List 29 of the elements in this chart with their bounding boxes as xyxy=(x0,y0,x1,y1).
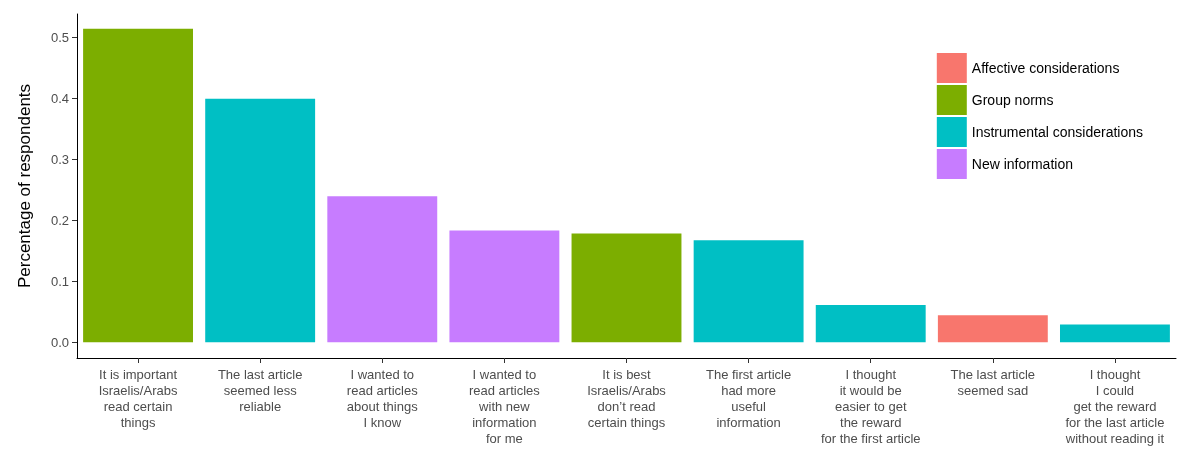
y-tick-label: 0.3 xyxy=(50,151,69,167)
bar xyxy=(327,196,438,343)
x-tick-label: I thought it would be easier to get the reward for the first article xyxy=(820,366,921,446)
bar xyxy=(815,304,926,343)
y-axis-title: Percentage of respondents xyxy=(15,83,34,289)
bar xyxy=(937,315,1048,343)
x-tick-label: The last article seemed less reliable xyxy=(217,366,303,414)
legend-label: New information xyxy=(971,156,1073,172)
bar xyxy=(205,98,316,343)
x-tick-label: It is best Israelis/Arabs don’t read certain things xyxy=(587,366,667,430)
y-tick-label: 0.0 xyxy=(50,334,69,350)
x-tick-label: It is important Israelis/Arabs read certain things xyxy=(98,366,178,430)
x-tick-label: The first article had more useful information xyxy=(705,366,792,430)
bar xyxy=(693,240,804,343)
bar xyxy=(571,233,682,343)
x-tick-label: I wanted to read articles about things I know xyxy=(346,366,419,430)
bar xyxy=(1059,324,1170,343)
bar xyxy=(449,230,560,343)
x-tick-label: I thought I could get the reward for the last article without reading it xyxy=(1064,366,1165,446)
y-tick-label: 0.5 xyxy=(50,29,69,45)
y-tick-label: 0.4 xyxy=(50,90,69,106)
x-tick-label: The last article seemed sad xyxy=(950,366,1036,398)
y-tick-label: 0.1 xyxy=(50,273,69,289)
legend-label: Affective considerations xyxy=(971,60,1120,76)
legend-label: Group norms xyxy=(971,92,1054,108)
bar xyxy=(83,28,194,343)
legend-label: Instrumental considerations xyxy=(971,124,1143,140)
y-tick-label: 0.2 xyxy=(50,212,69,228)
x-tick-label: I wanted to read articles with new information for me xyxy=(468,366,541,446)
